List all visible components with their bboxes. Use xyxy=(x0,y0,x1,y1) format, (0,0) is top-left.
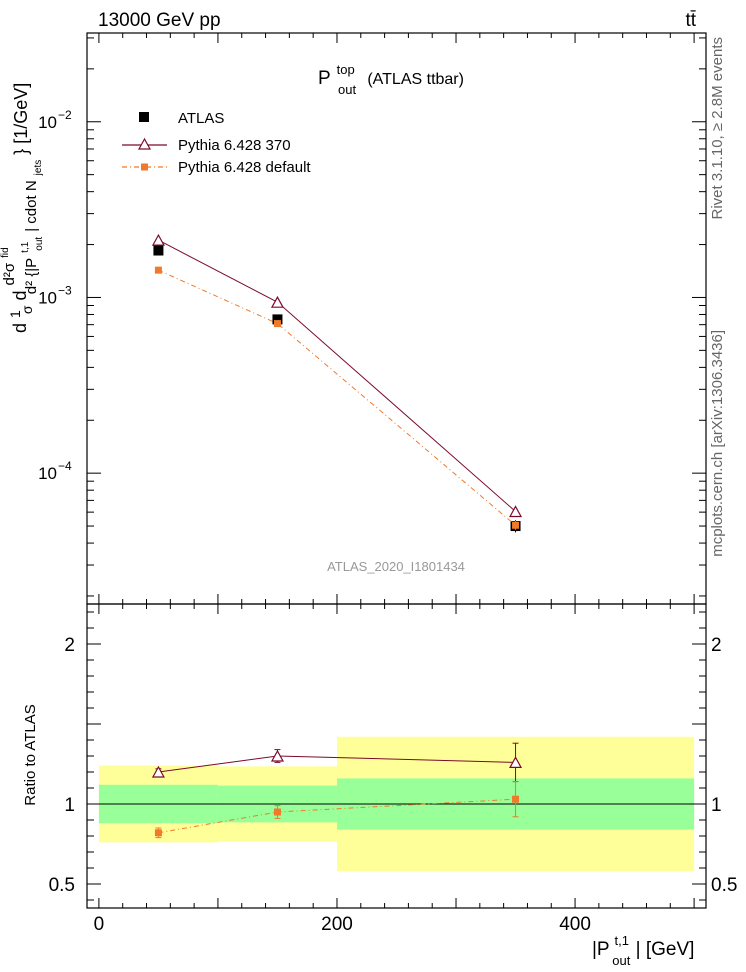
ratio-pythia370-point xyxy=(509,756,523,768)
x-tick-label: 200 xyxy=(321,914,353,935)
pythia-default-point xyxy=(512,521,520,529)
analysis-watermark: ATLAS_2020_I1801434 xyxy=(327,559,465,574)
ratio-tick-label-left: 0.5 xyxy=(49,875,75,896)
rivet-label: Rivet 3.1.10, ≥ 2.8M events xyxy=(709,37,726,220)
xlab-main: |P xyxy=(592,939,609,960)
ratio-tick-label-right: 1 xyxy=(711,795,722,816)
pythia-default-point xyxy=(154,266,162,274)
ylab-unit: } [1/GeV] xyxy=(11,83,31,155)
ylab-sigma: σ xyxy=(19,305,35,314)
ylab-frac1: 1 xyxy=(7,310,23,318)
title-sup: top xyxy=(337,62,355,77)
ratio-tick-label-left: 2 xyxy=(64,635,75,656)
pythia370-point xyxy=(151,233,165,246)
title-main: P xyxy=(318,68,330,89)
ylab-d2: d xyxy=(10,290,30,300)
legend-label-pythia370: Pythia 6.428 370 xyxy=(178,137,291,154)
header-right: tt̄ xyxy=(685,10,696,31)
ratio-tick-label-left: 1 xyxy=(64,795,75,816)
pythia-default-point xyxy=(273,320,281,328)
svg-text:d 1 σ d: d 1 σ d d²σ fid d² {|P t,1 out | cdot N … xyxy=(0,83,46,333)
pythia370-point xyxy=(270,295,284,308)
ratio-pythia370-point xyxy=(151,765,165,778)
ylab-cdot: | cdot N xyxy=(23,180,40,231)
y-tick-label-exponent: −4 xyxy=(58,459,72,473)
mcplots-label: mcplots.cern.ch [arXiv:1306.3436] xyxy=(709,330,726,557)
title-sub: out xyxy=(338,82,356,97)
ylab-jets: jets xyxy=(33,160,44,177)
y-tick-label: 10 xyxy=(38,464,57,483)
atlas-data-point xyxy=(272,314,283,325)
legend-marker-pythia-default xyxy=(141,163,148,171)
ratio-pythia-default-point xyxy=(512,795,520,803)
legend-marker-pythia370 xyxy=(137,137,152,150)
legend-marker-atlas xyxy=(139,112,149,122)
xlab-sub: out xyxy=(612,953,630,968)
y-tick-label: 10 xyxy=(38,113,57,132)
ratio-tick-label-right: 2 xyxy=(711,635,722,656)
x-axis-label: |P t,1 out | [GeV] xyxy=(592,929,694,970)
ratio-pythia370-point xyxy=(270,749,284,762)
ylab-fid: fid xyxy=(0,247,11,258)
ylab-out: out xyxy=(34,237,45,251)
xlab-sup: t,1 xyxy=(615,933,629,948)
ratio-pythia-default-point xyxy=(273,808,281,816)
x-tick-label: 400 xyxy=(559,914,591,935)
ratio-tick-label-right: 0.5 xyxy=(711,875,737,896)
title-suffix: (ATLAS ttbar) xyxy=(367,71,464,88)
series-layer xyxy=(151,233,523,839)
y-tick-label: 10 xyxy=(38,288,57,307)
legend: ATLAS Pythia 6.428 370 Pythia 6.428 defa… xyxy=(122,110,311,176)
series-line-1 xyxy=(158,239,516,512)
y-axis-label-ratio: Ratio to ATLAS xyxy=(22,704,39,805)
series-line-2 xyxy=(158,269,516,526)
ylab-d2sigma: d²σ xyxy=(1,262,18,285)
plot-title: P top out (ATLAS ttbar) xyxy=(318,58,464,99)
header-left: 13000 GeV pp xyxy=(98,10,221,31)
ylab-d2p: d² {|P xyxy=(23,258,40,294)
ylab-t1: t,1 xyxy=(20,241,31,253)
ratio-pythia-default-point xyxy=(154,829,162,837)
xlab-suffix: | [GeV] xyxy=(636,939,695,960)
y-tick-label-exponent: −3 xyxy=(58,283,72,297)
ylab-d1: d xyxy=(10,323,30,333)
pythia370-point xyxy=(509,505,523,518)
legend-label-atlas: ATLAS xyxy=(178,110,224,127)
x-tick-label: 0 xyxy=(94,914,105,935)
legend-label-pythia-default: Pythia 6.428 default xyxy=(178,159,311,176)
ratio-bands xyxy=(87,736,706,872)
y-tick-label-exponent: −2 xyxy=(58,108,72,122)
atlas-data-point xyxy=(153,245,164,256)
y-axis-label-top: d 1 σ d d²σ fid d² {|P t,1 out | cdot N … xyxy=(0,83,46,333)
